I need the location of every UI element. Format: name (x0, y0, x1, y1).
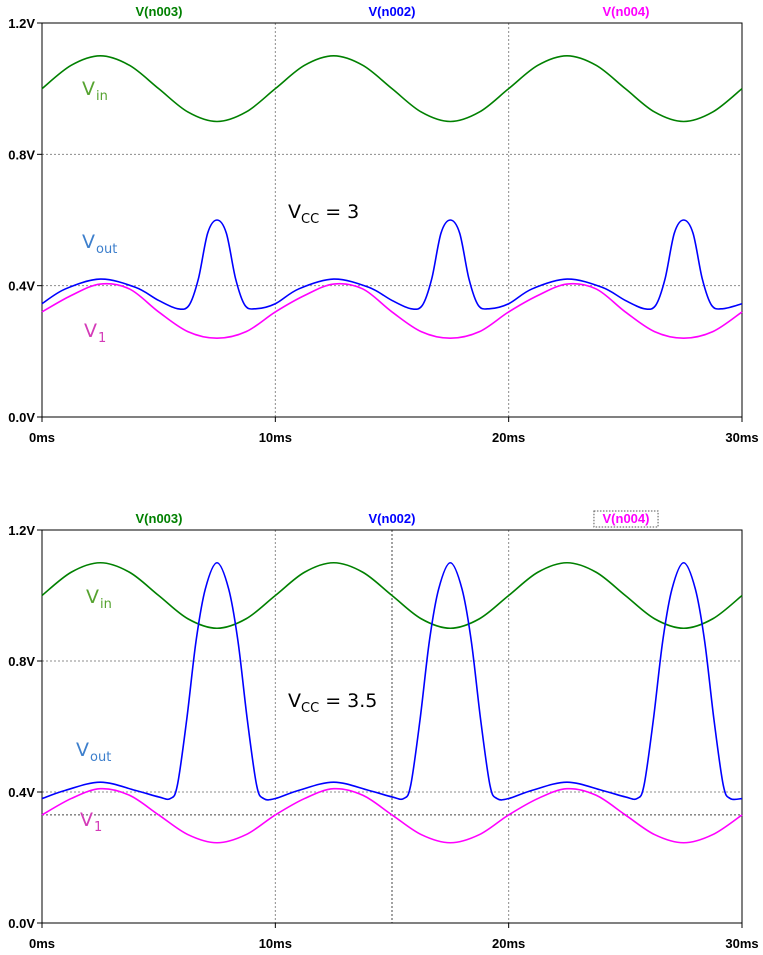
series-line-vn003 (41, 55, 743, 123)
y-tick-label: 1.2V (8, 523, 35, 538)
x-tick-label: 30ms (725, 430, 758, 445)
x-tick-label: 20ms (492, 936, 525, 951)
legend-entry[interactable]: V(n004) (603, 511, 650, 526)
legend-selection-box (593, 510, 659, 528)
series-line-vn004 (41, 787, 743, 844)
y-tick-label: 0.0V (8, 916, 35, 931)
x-tick-label: 0ms (29, 936, 55, 951)
x-tick-label: 20ms (492, 430, 525, 445)
series-label: Vin (82, 78, 108, 104)
plot-frame (41, 529, 743, 924)
x-tick-label: 0ms (29, 430, 55, 445)
series-label: Vout (76, 739, 111, 765)
chart-panel-2: 0.0V 0.4V 0.8V 1.2V 0ms 10ms 20ms 30ms V(n003) V(… (8, 510, 759, 951)
x-tick-label: 30ms (725, 936, 758, 951)
legend-entry[interactable]: V(n003) (136, 511, 183, 526)
series-line-vn002 (41, 561, 743, 801)
y-tick-label: 0.0V (8, 410, 35, 425)
series-label: Vin (86, 586, 112, 612)
series-label: Vout (82, 231, 117, 257)
vcc-annotation: VCC = 3.5 (288, 690, 377, 716)
legend-entry[interactable]: V(n002) (369, 511, 416, 526)
series-line-vn004 (41, 282, 743, 339)
legend-entry[interactable]: V(n004) (603, 4, 650, 19)
series-label: V1 (84, 320, 106, 346)
legend-entry[interactable]: V(n003) (136, 4, 183, 19)
plot-frame (41, 22, 743, 418)
chart-panel-1: 0.0V 0.4V 0.8V 1.2V 0ms 10ms 20ms 30ms V(n003) V(… (8, 4, 758, 445)
x-tick-label: 10ms (259, 430, 292, 445)
series-line-vn003 (41, 561, 743, 630)
vcc-annotation: VCC = 3 (288, 201, 359, 227)
y-tick-label: 0.4V (8, 279, 35, 294)
series-label: V1 (80, 809, 102, 835)
x-tick-label: 10ms (259, 936, 292, 951)
y-tick-label: 0.8V (8, 654, 35, 669)
y-tick-label: 1.2V (8, 16, 35, 31)
y-tick-label: 0.4V (8, 785, 35, 800)
legend-entry[interactable]: V(n002) (369, 4, 416, 19)
series-line-vn002 (41, 219, 743, 311)
y-tick-label: 0.8V (8, 147, 35, 162)
